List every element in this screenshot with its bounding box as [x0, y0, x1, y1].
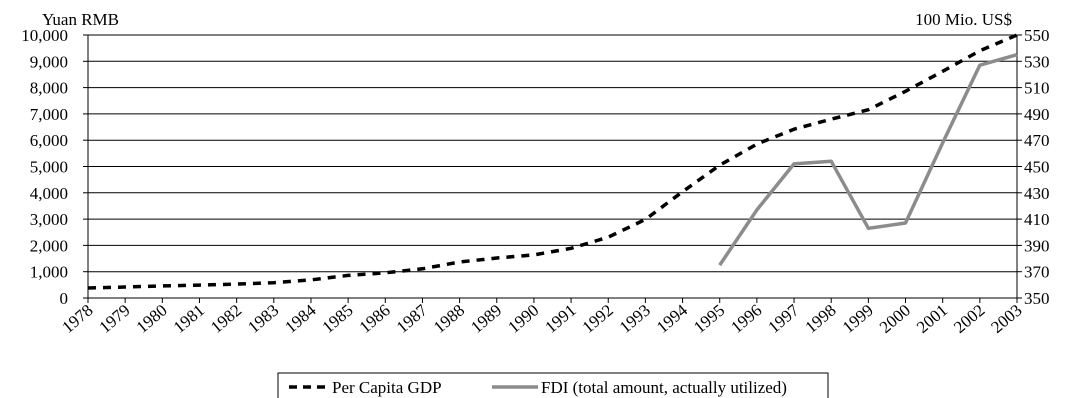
- x-tick-label: 1994: [653, 300, 692, 337]
- right-tick-label: 370: [1024, 263, 1050, 282]
- x-tick-label: 1985: [318, 301, 356, 337]
- x-tick-label: 1990: [504, 301, 542, 337]
- left-tick-label: 2,000: [30, 236, 68, 255]
- left-tick-label: 4,000: [30, 184, 68, 203]
- left-tick-label: 1,000: [30, 263, 68, 282]
- right-tick-label: 410: [1024, 210, 1050, 229]
- x-tick-label: 1981: [170, 301, 208, 337]
- x-tick-label: 1986: [356, 301, 394, 337]
- x-tick-label: 2000: [876, 301, 914, 337]
- left-tick-label: 8,000: [30, 79, 68, 98]
- right-axis-label: 100 Mio. US$: [915, 10, 1012, 29]
- left-tick-label: 0: [60, 289, 69, 308]
- left-tick-label: 10,000: [21, 26, 68, 45]
- series-line-fdi: [718, 53, 1018, 267]
- right-tick-label: 550: [1024, 26, 1050, 45]
- right-tick-label: 510: [1024, 79, 1050, 98]
- x-tick-label: 1992: [579, 301, 617, 337]
- left-tick-label: 6,000: [30, 131, 68, 150]
- left-tick-label: 5,000: [30, 158, 68, 177]
- x-tick-label: 1999: [839, 301, 877, 337]
- right-tick-label: 430: [1024, 184, 1050, 203]
- x-tick-label: 1991: [541, 301, 579, 337]
- x-tick-label: 1983: [244, 301, 282, 337]
- x-tick-label: 1993: [616, 301, 654, 337]
- x-tick-label: 1989: [467, 301, 505, 337]
- left-tick-label: 7,000: [30, 105, 68, 124]
- left-axis-label: Yuan RMB: [42, 10, 119, 29]
- x-axis-ticks: 1978197919801981198219831984198519861987…: [58, 298, 1026, 337]
- x-tick-label: 1980: [133, 301, 171, 337]
- right-tick-label: 490: [1024, 105, 1050, 124]
- x-tick-label: 1995: [690, 301, 728, 337]
- x-tick-label: 2002: [950, 301, 988, 337]
- series-line-gdp: [87, 33, 1018, 290]
- right-tick-label: 530: [1024, 52, 1050, 71]
- x-tick-label: 1987: [393, 300, 432, 337]
- x-tick-label: 2001: [913, 301, 951, 337]
- x-tick-label: 2003: [987, 301, 1025, 337]
- legend-box: [277, 372, 829, 398]
- legend-label-gdp: Per Capita GDP: [332, 378, 442, 397]
- legend-label-fdi: FDI (total amount, actually utilized): [541, 378, 787, 397]
- right-axis-ticks: 350 370 390 410 430 450 470 490 510 530 550: [1017, 26, 1050, 308]
- x-tick-label: 1979: [95, 301, 133, 337]
- x-tick-label: 1996: [727, 301, 765, 337]
- x-tick-label: 1982: [207, 301, 245, 337]
- right-tick-label: 450: [1024, 158, 1050, 177]
- left-axis-ticks: 0 1,000 2,000 3,000 4,000 5,000 6,000 7,000 8,00…: [21, 26, 68, 308]
- x-tick-label: 1998: [802, 301, 840, 337]
- x-tick-label: 1988: [430, 301, 468, 337]
- legend: Per Capita GDP FDI (total amount, actual…: [277, 372, 829, 398]
- grid-lines: [88, 34, 1017, 273]
- left-tick-label: 3,000: [30, 210, 68, 229]
- x-tick-label: 1997: [764, 300, 803, 337]
- axes: [83, 34, 1018, 299]
- right-tick-label: 390: [1024, 236, 1050, 255]
- left-tick-label: 9,000: [30, 52, 68, 71]
- x-tick-label: 1984: [281, 300, 320, 337]
- right-tick-label: 470: [1024, 131, 1050, 150]
- series-lines: [87, 33, 1018, 290]
- right-tick-label: 350: [1024, 289, 1050, 308]
